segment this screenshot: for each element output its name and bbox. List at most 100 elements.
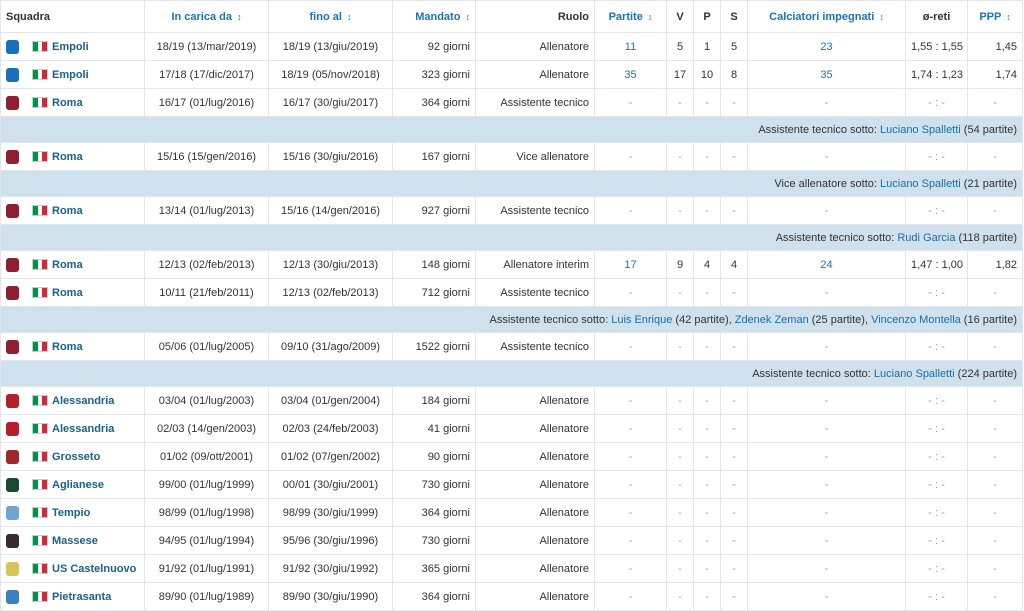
team-link[interactable]: Roma [52,340,83,353]
club-logo-icon[interactable] [6,589,19,604]
col-to-sort[interactable]: fino al ↕ [268,0,393,33]
team-link[interactable]: Alessandria [52,394,115,407]
players-link[interactable]: 24 [820,258,833,271]
coach-link[interactable]: Vincenzo Montella [871,313,961,326]
matches-cell: - [594,442,667,471]
from-date-cell: 91/92 (01/lug/1991) [144,554,269,583]
team-link[interactable]: Roma [52,150,83,163]
matches-link[interactable]: 11 [624,40,637,53]
club-logo-icon[interactable] [6,393,19,408]
goal-ratio-cell: 1,55 : 1,55 [905,32,968,61]
club-logo-icon[interactable] [6,533,19,548]
club-logo-icon[interactable] [6,203,19,218]
note-matches: (224 partite) [954,367,1017,380]
from-date-cell: 99/00 (01/lug/1999) [144,470,269,499]
ppp-cell: - [967,414,1023,443]
matches-link[interactable]: 17 [624,258,637,271]
draws-cell: - [720,470,748,499]
col-role: Ruolo [475,0,595,33]
coach-link[interactable]: Luciano Spalletti [873,367,955,380]
losses-cell: 4 [693,250,721,279]
club-logo-icon[interactable] [6,95,19,110]
to-date-cell: 00/01 (30/giu/2001) [268,470,393,499]
club-logo-icon[interactable] [6,421,19,436]
to-date-cell: 18/19 (05/nov/2018) [268,60,393,89]
draws-cell: 4 [720,250,748,279]
italy-flag-icon [32,287,48,298]
team-link[interactable]: Empoli [52,40,89,53]
players-cell: 35 [747,60,906,89]
club-logo-icon[interactable] [6,149,19,164]
to-date-cell: 12/13 (30/giu/2013) [268,250,393,279]
team-link[interactable]: Grosseto [52,450,101,463]
italy-flag-icon [32,151,48,162]
team-link[interactable]: Alessandria [52,422,115,435]
team-link[interactable]: Roma [52,204,83,217]
coach-link[interactable]: Luciano Spalletti [880,123,961,136]
coach-link[interactable]: Luciano Spalletti [880,177,961,190]
players-cell: - [747,554,906,583]
col-matches-sort[interactable]: Partite ↕ [594,0,667,33]
team-link[interactable]: Roma [52,96,83,109]
col-from-sort[interactable]: In carica da ↕ [144,0,269,33]
team-cell: Tempio [0,498,145,527]
club-logo-icon[interactable] [6,449,19,464]
matches-link[interactable]: 35 [624,68,637,81]
col-ppp-sort[interactable]: PPP ↕ [967,0,1023,33]
wins-cell: - [666,526,694,555]
losses-cell: - [693,442,721,471]
goal-ratio-cell: - : - [905,526,968,555]
col-tenure-sort[interactable]: Mandato ↕ [392,0,476,33]
team-link[interactable]: Roma [52,286,83,299]
to-date-cell: 16/17 (30/giu/2017) [268,88,393,117]
team-link[interactable]: Tempio [52,506,91,519]
club-logo-icon[interactable] [6,285,19,300]
to-date-cell: 03/04 (01/gen/2004) [268,386,393,415]
team-cell: US Castelnuovo [0,554,145,583]
wins-cell: - [666,332,694,361]
losses-cell: - [693,278,721,307]
club-logo-icon[interactable] [6,477,19,492]
role-cell: Allenatore [475,414,595,443]
club-logo-icon[interactable] [6,257,19,272]
club-logo-icon[interactable] [6,39,19,54]
note-cell: Assistente tecnico sotto: Luis Enrique (… [0,306,1023,333]
team-link[interactable]: US Castelnuovo [52,562,137,575]
coach-link[interactable]: Zdenek Zeman [734,313,809,326]
draws-cell: - [720,142,748,171]
ppp-cell: - [967,526,1023,555]
matches-cell: - [594,88,667,117]
tenure-cell: 1522 giorni [392,332,476,361]
tenure-cell: 167 giorni [392,142,476,171]
role-cell: Assistente tecnico [475,278,595,307]
team-link[interactable]: Massese [52,534,98,547]
team-link[interactable]: Aglianese [52,478,104,491]
team-cell: Roma [0,196,145,225]
sort-icon: ↕ [647,11,653,22]
players-link[interactable]: 35 [820,68,833,81]
italy-flag-icon [32,97,48,108]
coach-link[interactable]: Luis Enrique [611,313,673,326]
club-logo-icon[interactable] [6,505,19,520]
players-link[interactable]: 23 [820,40,833,53]
goal-ratio-cell: - : - [905,332,968,361]
club-logo-icon[interactable] [6,67,19,82]
club-logo-icon[interactable] [6,339,19,354]
ppp-cell: - [967,470,1023,499]
coach-link[interactable]: Rudi Garcia [897,231,956,244]
club-logo-icon[interactable] [6,561,19,576]
col-players-sort[interactable]: Calciatori impegnati ↕ [747,0,906,33]
ppp-cell: - [967,332,1023,361]
note-row: Vice allenatore sotto: Luciano Spalletti… [0,170,1023,197]
team-link[interactable]: Empoli [52,68,89,81]
sort-icon: ↕ [465,11,471,22]
note-row: Assistente tecnico sotto: Rudi Garcia (1… [0,224,1023,251]
italy-flag-icon [32,535,48,546]
role-cell: Allenatore [475,60,595,89]
team-link[interactable]: Roma [52,258,83,271]
goal-ratio-cell: - : - [905,142,968,171]
ppp-cell: - [967,498,1023,527]
team-cell: Aglianese [0,470,145,499]
team-link[interactable]: Pietrasanta [52,590,112,603]
note-matches: (16 partite) [960,313,1017,326]
